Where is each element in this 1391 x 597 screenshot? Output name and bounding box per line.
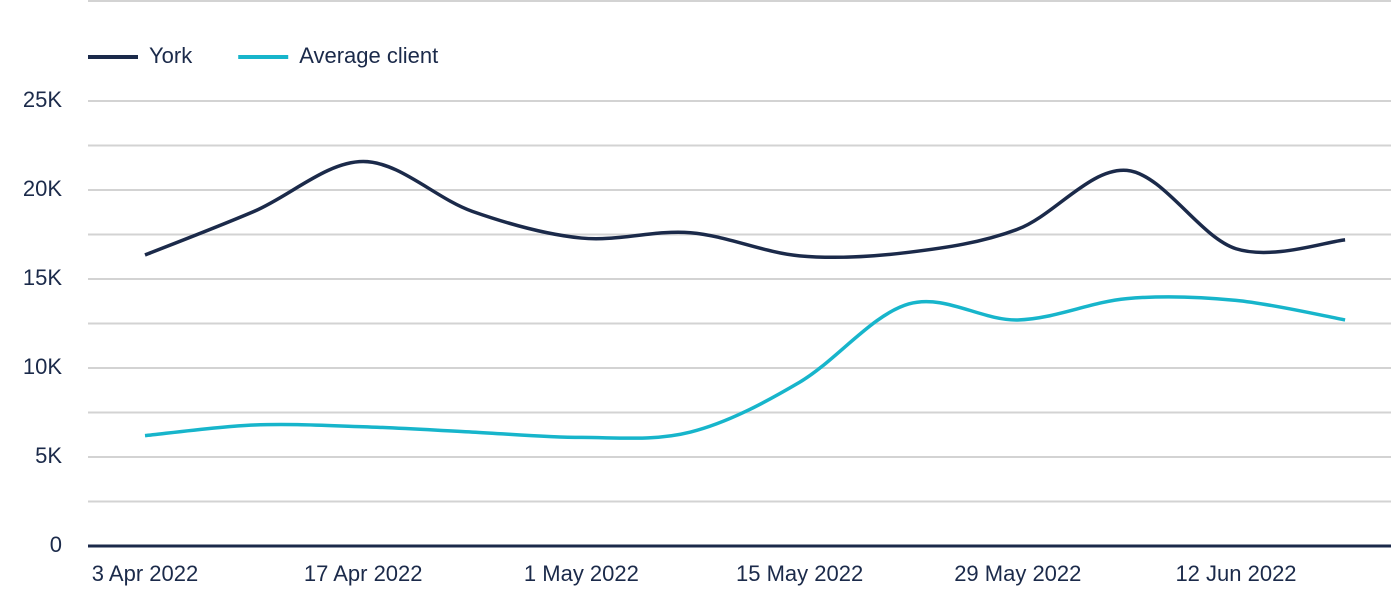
y-tick-label: 10K <box>23 354 62 379</box>
x-tick-label: 15 May 2022 <box>736 561 863 586</box>
x-tick-label: 3 Apr 2022 <box>92 561 198 586</box>
x-tick-label: 29 May 2022 <box>954 561 1081 586</box>
legend-label: Average client <box>299 43 438 68</box>
y-tick-label: 25K <box>23 87 62 112</box>
series-line <box>144 295 1346 440</box>
x-tick-label: 12 Jun 2022 <box>1175 561 1296 586</box>
y-tick-label: 0 <box>50 532 62 557</box>
x-tick-label: 17 Apr 2022 <box>304 561 423 586</box>
y-tick-label: 15K <box>23 265 62 290</box>
y-tick-label: 5K <box>35 443 62 468</box>
series-line <box>144 159 1346 260</box>
x-tick-label: 1 May 2022 <box>524 561 639 586</box>
y-tick-label: 20K <box>23 176 62 201</box>
legend-label: York <box>149 43 193 68</box>
